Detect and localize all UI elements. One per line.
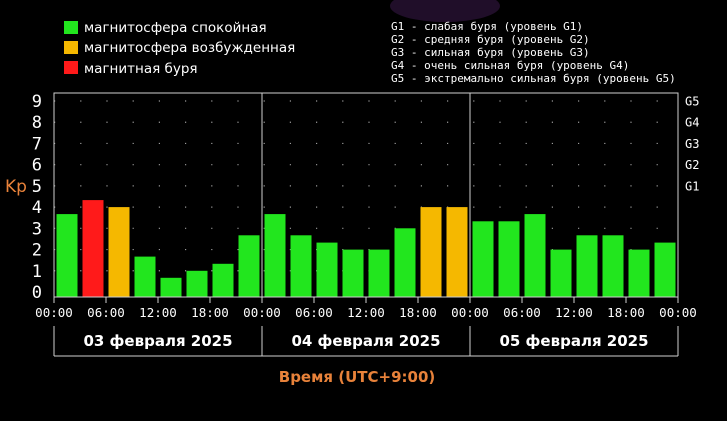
legend-swatch-active <box>64 41 78 54</box>
bar-day2-slot7 <box>420 207 442 297</box>
y-tick-8: 8 <box>32 113 42 133</box>
bars <box>56 200 676 297</box>
x-tick-11: 12:00 <box>555 305 593 320</box>
storm-level-g3: G3 - сильная буря (уровень G3) <box>391 46 590 59</box>
date-label-3: 05 февраля 2025 <box>499 332 648 350</box>
storm-level-g5: G5 - экстремально сильная буря (уровень … <box>391 72 676 85</box>
bar-day3-slot2 <box>498 221 520 297</box>
x-axis-label: Время (UTC+9:00) <box>279 368 435 386</box>
bar-day2-slot2 <box>290 235 312 297</box>
bar-day2-slot1 <box>264 214 286 297</box>
y-tick-9: 9 <box>32 92 42 112</box>
bar-day2-slot5 <box>368 249 390 297</box>
x-tick-12: 18:00 <box>607 305 645 320</box>
g-tick-g4: G4 <box>685 116 699 130</box>
y-tick-0: 0 <box>32 283 42 303</box>
bar-day3-slot3 <box>524 214 546 297</box>
storm-level-g4: G4 - очень сильная буря (уровень G4) <box>391 59 629 72</box>
storm-level-g2: G2 - средняя буря (уровень G2) <box>391 33 590 46</box>
x-tick-7: 12:00 <box>347 305 385 320</box>
storm-level-g1: G1 - слабая буря (уровень G1) <box>391 20 583 33</box>
bar-day2-slot6 <box>394 228 416 297</box>
bar-day1-slot3 <box>108 207 130 297</box>
legend-swatch-storm <box>64 61 78 74</box>
bar-day1-slot6 <box>186 270 208 297</box>
g-tick-g3: G3 <box>685 137 699 151</box>
x-tick-2: 06:00 <box>87 305 125 320</box>
y-tick-2: 2 <box>32 241 42 261</box>
y-tick-1: 1 <box>32 262 42 282</box>
x-tick-8: 18:00 <box>399 305 437 320</box>
x-tick-3: 12:00 <box>139 305 177 320</box>
storm-level-legend: G1 - слабая буря (уровень G1) G2 - средн… <box>391 20 676 85</box>
y-tick-3: 3 <box>32 219 42 239</box>
glow-decoration <box>390 0 500 22</box>
date-label-2: 04 февраля 2025 <box>291 332 440 350</box>
bar-day3-slot1 <box>472 221 494 297</box>
bar-day3-slot8 <box>654 242 676 297</box>
bar-day1-slot7 <box>212 263 234 297</box>
x-tick-1: 00:00 <box>35 305 73 320</box>
y-axis-label: Kp <box>5 177 27 197</box>
legend-label-quiet: магнитосфера спокойная <box>84 20 267 36</box>
bar-day3-slot7 <box>628 249 650 297</box>
bar-day1-slot8 <box>238 235 260 297</box>
x-tick-5: 00:00 <box>243 305 281 320</box>
y-tick-5: 5 <box>32 177 42 197</box>
x-axis-ticks: 00:00 06:00 12:00 18:00 00:00 06:00 12:00 18:00… <box>35 297 697 320</box>
bar-day1-slot5 <box>160 277 182 297</box>
date-labels: 03 февраля 2025 04 февраля 2025 05 февраля… <box>53 326 679 357</box>
y-tick-6: 6 <box>32 156 42 176</box>
bar-day2-slot8 <box>446 207 468 297</box>
g-tick-g1: G1 <box>685 179 699 193</box>
x-tick-4: 18:00 <box>191 305 229 320</box>
bar-day1-slot2 <box>82 200 104 297</box>
bar-day1-slot1 <box>56 214 78 297</box>
date-label-1: 03 февраля 2025 <box>83 332 232 350</box>
purple-glow <box>390 0 500 22</box>
bar-day3-slot5 <box>576 235 598 297</box>
bar-day3-slot4 <box>550 249 572 297</box>
legend-swatch-quiet <box>64 21 78 34</box>
bar-day1-slot4 <box>134 256 156 297</box>
y-tick-7: 7 <box>32 134 42 154</box>
x-tick-6: 06:00 <box>295 305 333 320</box>
y-tick-4: 4 <box>32 198 42 218</box>
g-tick-g5: G5 <box>685 95 699 109</box>
x-tick-13: 00:00 <box>659 305 697 320</box>
bar-day3-slot6 <box>602 235 624 297</box>
g-tick-g2: G2 <box>685 158 699 172</box>
g-axis-ticks: G1 G2 G3 G4 G5 <box>685 95 699 194</box>
x-tick-10: 06:00 <box>503 305 541 320</box>
legend: магнитосфера спокойная магнитосфера возб… <box>64 20 295 77</box>
bar-day2-slot4 <box>342 249 364 297</box>
legend-label-active: магнитосфера возбужденная <box>84 40 295 56</box>
x-tick-9: 00:00 <box>451 305 489 320</box>
legend-label-storm: магнитная буря <box>84 61 198 77</box>
bar-day2-slot3 <box>316 242 338 297</box>
